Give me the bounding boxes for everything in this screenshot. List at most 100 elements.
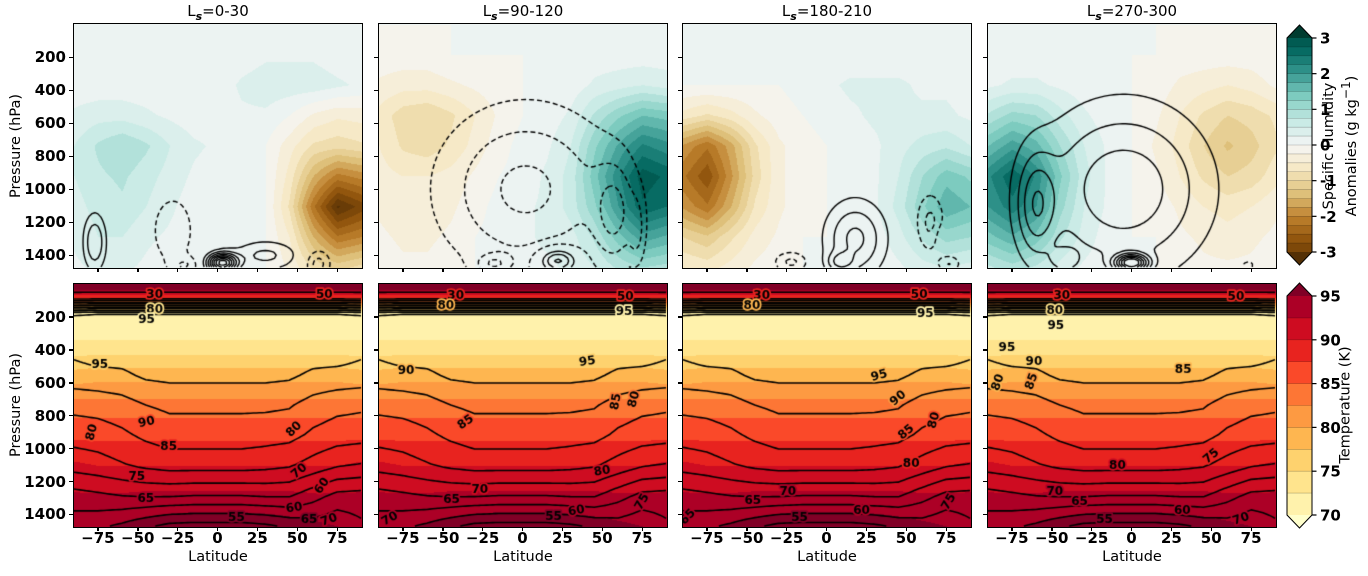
y-axis-tick xyxy=(69,254,73,257)
y-axis-tick xyxy=(983,316,987,318)
x-axis-tick xyxy=(1011,268,1013,272)
humidity-panel-4 xyxy=(987,23,1277,269)
temperature-plot-3 xyxy=(683,284,971,527)
x-axis-tick xyxy=(217,527,219,531)
temperature-panel-2 xyxy=(378,283,668,528)
colorbar-tick-label: 1 xyxy=(1320,101,1330,119)
y-axis-tick xyxy=(983,481,987,483)
y-tick-label: 200 xyxy=(34,48,66,67)
x-axis-tick xyxy=(522,268,524,272)
y-axis-tick xyxy=(983,349,987,351)
x-axis-tick xyxy=(826,527,828,531)
y-axis-tick xyxy=(69,448,73,450)
colorbar-segment xyxy=(1287,317,1312,341)
x-axis-tick xyxy=(296,527,299,531)
colorbar-tick-label: 95 xyxy=(1320,288,1341,306)
humidity-anomaly-plot-1 xyxy=(74,24,362,268)
x-tick-label: −25 xyxy=(465,529,500,547)
x-axis-tick xyxy=(561,268,564,272)
y-axis-tick xyxy=(983,448,987,450)
colorbar-extend-over xyxy=(1287,283,1312,296)
x-axis-tick xyxy=(177,268,179,272)
x-tick-label: 25 xyxy=(551,529,573,547)
y-axis-tick xyxy=(374,56,378,58)
y-axis-tick xyxy=(678,415,682,417)
y-axis-tick xyxy=(678,122,682,124)
colorbar-segment xyxy=(1287,449,1312,472)
colorbar-segment xyxy=(1287,471,1312,494)
x-tick-label: −75 xyxy=(81,529,115,547)
colorbar-segment xyxy=(1287,109,1312,119)
x-axis-tick xyxy=(256,268,259,272)
x-axis-tick xyxy=(177,527,179,531)
x-axis-tick xyxy=(1250,268,1252,272)
x-axis-tick xyxy=(826,268,828,272)
panel-title-part: L xyxy=(187,2,196,20)
x-tick-label: −25 xyxy=(769,529,804,547)
colorbar-tick-label: 0 xyxy=(1320,137,1330,155)
colorbar-tick-label: -2 xyxy=(1320,208,1337,226)
y-axis-tick xyxy=(374,89,378,91)
x-axis-tick xyxy=(1051,268,1053,272)
colorbar-segment xyxy=(1287,46,1312,57)
x-axis-tick xyxy=(1091,268,1093,272)
panel-title-part: =0-30 xyxy=(202,2,249,20)
y-axis-tick xyxy=(678,254,682,257)
y-axis-tick xyxy=(69,89,73,91)
x-axis-tick xyxy=(641,268,643,272)
panel-title-part: L xyxy=(482,2,492,20)
x-axis-tick xyxy=(1210,527,1213,531)
y-axis-tick xyxy=(983,56,987,58)
y-axis-tick xyxy=(983,513,987,516)
x-axis-tick xyxy=(865,527,868,531)
colorbar-segment xyxy=(1287,38,1312,48)
colorbar-tick-label: 2 xyxy=(1320,65,1330,83)
x-tick-label: 0 xyxy=(212,529,223,547)
x-axis-tick xyxy=(601,527,604,531)
x-axis-tick xyxy=(482,527,484,531)
colorbar-segment xyxy=(1287,136,1312,146)
x-tick-label: 25 xyxy=(855,529,877,547)
panel-title: Ls=270-300 xyxy=(988,2,1276,23)
x-axis-tick xyxy=(945,527,947,531)
temperature-panel-1 xyxy=(73,283,363,528)
y-tick-label: 600 xyxy=(34,114,66,133)
y-tick-label: 1400 xyxy=(24,505,66,524)
colorbar-tick-label: -3 xyxy=(1320,244,1337,262)
x-tick-label: −25 xyxy=(160,529,195,547)
x-tick-label: 25 xyxy=(246,529,268,547)
x-axis-tick xyxy=(706,268,708,272)
y-axis-tick xyxy=(983,122,987,124)
x-axis-tick xyxy=(561,527,564,531)
colorbar-segment xyxy=(1287,225,1312,235)
colorbar-segment xyxy=(1287,145,1312,155)
colorbar-tick-label: 70 xyxy=(1320,507,1341,525)
x-axis-tick xyxy=(746,527,748,531)
x-tick-label: −25 xyxy=(1074,529,1109,547)
x-tick-label: −50 xyxy=(121,529,155,547)
y-axis-tick xyxy=(374,349,378,351)
latitude-axis-label: Latitude xyxy=(188,549,248,565)
colorbar-segment xyxy=(1287,127,1312,137)
x-axis-tick xyxy=(336,268,338,272)
x-tick-label: −75 xyxy=(386,529,420,547)
x-axis-tick xyxy=(256,527,259,531)
y-axis-tick xyxy=(69,221,73,224)
y-axis-tick xyxy=(678,188,682,191)
y-tick-label: 1000 xyxy=(24,439,66,458)
y-axis-tick xyxy=(374,382,378,384)
temperature-plot-2 xyxy=(379,284,667,527)
y-tick-label: 1000 xyxy=(24,180,66,199)
x-axis-tick xyxy=(706,527,708,531)
y-axis-tick xyxy=(69,382,73,384)
temperature-panel-3 xyxy=(682,283,972,528)
colorbar-tick-label: 75 xyxy=(1320,463,1341,481)
colorbar-segment xyxy=(1287,234,1312,244)
x-axis-tick xyxy=(522,527,524,531)
x-tick-label: 75 xyxy=(935,529,957,547)
x-axis-tick xyxy=(786,268,788,272)
temperature-plot-4 xyxy=(988,284,1276,527)
panel-title: Ls=0-30 xyxy=(74,2,362,23)
colorbar-segment xyxy=(1287,296,1312,319)
